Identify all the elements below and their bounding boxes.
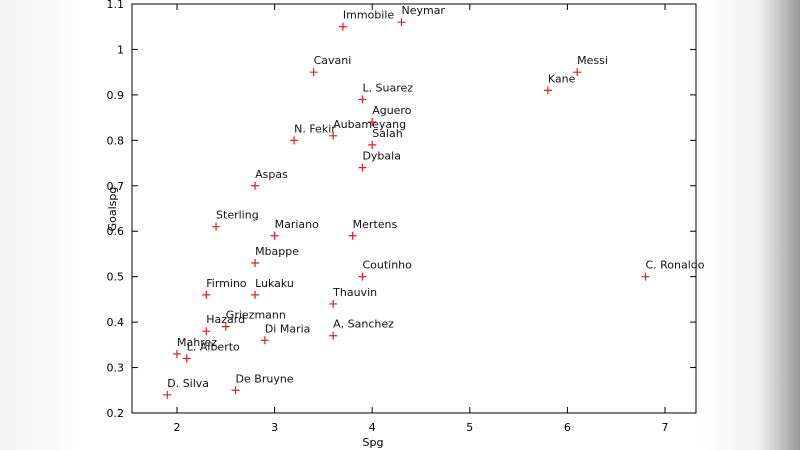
data-point-label: Griezmann [226,309,286,322]
y-tick-label: 0.8 [107,134,125,147]
y-tick-label: 0.4 [107,316,125,329]
data-point-marker [202,290,211,299]
x-tick-label: 6 [564,421,571,434]
data-point-marker [173,349,181,358]
data-point-label: L. Suarez [362,81,413,94]
data-point-label: Mariano [275,218,320,231]
y-axis-label: Goalspg [106,187,119,232]
data-point-marker [368,118,377,127]
data-point-marker [543,86,552,95]
data-point-label: Mbappe [255,245,299,258]
y-tick-label: 0.2 [107,407,125,420]
data-point-label: L. Alberto [187,340,240,353]
y-tick-label: 0.6 [107,225,125,238]
data-point-marker [182,354,191,363]
data-point-label: Mertens [353,218,398,231]
data-point-label: C. Ronaldo [645,259,704,272]
data-point-label: Hazard [206,313,245,326]
x-tick-label: 4 [369,421,376,434]
data-point-label: Thauvin [332,286,377,299]
data-point-marker [338,22,347,31]
data-point-marker [163,390,172,399]
data-point-marker [397,18,406,27]
data-point-marker [251,259,260,268]
left-background [0,0,95,450]
data-point-marker [309,68,318,77]
data-point-label: Neymar [401,4,445,17]
data-point-label: Aguero [372,104,412,117]
data-point-marker [260,336,269,345]
x-tick-label: 7 [662,421,669,434]
data-point-label: D. Silva [167,377,209,390]
x-tick-label: 5 [466,421,473,434]
data-point-marker [231,386,240,395]
data-point-label: Aubameyang [333,118,406,131]
y-tick-label: 0.5 [107,271,125,284]
data-point-marker [270,231,279,240]
data-point-label: Salah [372,127,403,140]
plot-frame [131,3,697,414]
data-point-marker [641,272,650,281]
data-point-marker [212,222,221,231]
data-point-marker [202,327,211,336]
data-point-label: Sterling [216,209,259,222]
data-point-marker [368,140,377,149]
data-point-label: Lukaku [255,277,294,290]
data-point-label: Dybala [362,150,401,163]
data-point-marker [290,136,299,145]
data-point-marker [573,68,582,77]
x-tick-label: 3 [271,421,278,434]
data-point-label: Immobile [343,9,394,22]
data-point-label: N. Fekir [294,122,336,135]
y-tick-label: 1.1 [107,0,125,11]
data-point-marker [329,131,338,140]
data-point-label: Cavani [314,54,352,67]
y-tick-label: 0.7 [107,180,125,193]
data-point-marker [348,231,357,240]
data-point-marker [329,299,338,308]
data-point-label: Coutinho [362,259,412,272]
data-point-label: Kane [548,72,576,85]
data-point-marker [251,290,260,299]
x-tick-label: 2 [174,421,181,434]
data-point-marker [221,322,230,331]
data-point-marker [251,181,260,190]
data-point-label: A, Sanchez [333,318,394,331]
data-point-marker [358,163,367,172]
data-point-label: De Bruyne [236,372,294,385]
data-point-label: Messi [577,54,608,67]
data-point-label: Di Maria [265,322,311,335]
data-point-label: Mahrez [177,336,217,349]
data-point-marker [358,95,367,104]
data-point-label: Firmino [206,277,247,290]
data-point-label: Aspas [255,168,288,181]
y-tick-label: 1 [117,43,124,56]
y-tick-label: 0.9 [107,89,125,102]
data-point-marker [329,331,338,340]
right-edge-shadow [697,0,800,450]
x-axis-label: Spg [363,436,384,449]
data-point-marker [358,272,367,281]
y-tick-label: 0.3 [107,362,125,375]
